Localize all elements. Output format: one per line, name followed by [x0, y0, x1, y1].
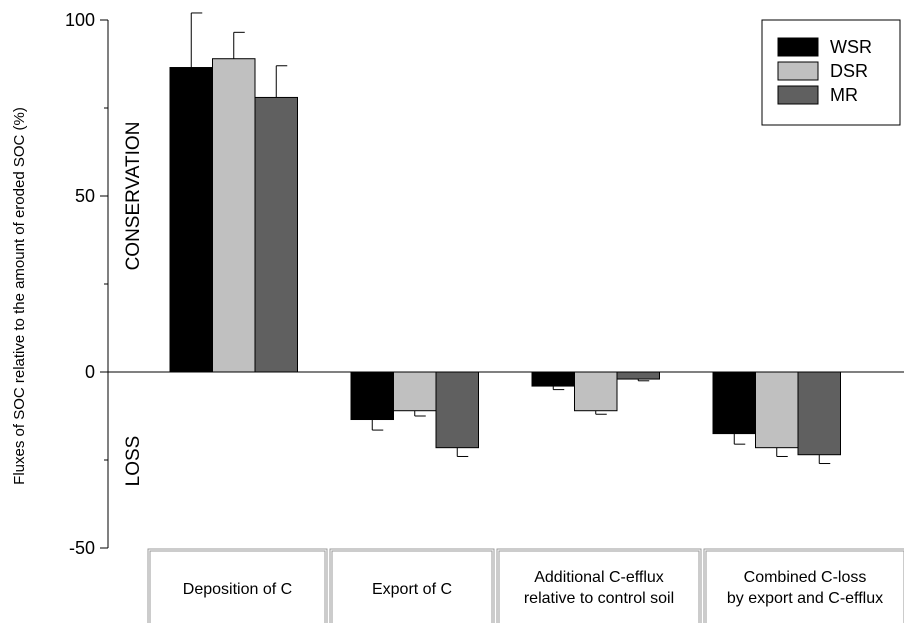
bar-dsr [755, 371, 799, 449]
x-category-label: Combined C-loss [744, 569, 867, 586]
bar-mr [616, 371, 660, 380]
x-category-label: Export of C [372, 581, 452, 598]
category-box [329, 548, 495, 628]
bar-wsr [350, 371, 394, 421]
bar-wsr [531, 371, 575, 387]
bar-dsr [574, 371, 618, 412]
y-tick-label: 0 [85, 362, 95, 382]
bar-dsr [393, 371, 437, 412]
category-box [496, 548, 702, 628]
legend: WSR DSR MR [761, 19, 901, 126]
category-box-inner [498, 550, 700, 628]
category-box-inner [149, 550, 326, 628]
region-label-loss: LOSS [123, 436, 144, 487]
legend-swatch-wsr [777, 37, 819, 57]
bars [169, 58, 841, 456]
bar-wsr [712, 371, 756, 435]
x-category-label: by export and C-efflux [727, 590, 883, 607]
y-tick-label: -50 [69, 538, 95, 558]
bar-mr [435, 371, 479, 449]
region-label-conservation: CONSERVATION [123, 122, 144, 271]
legend-label: DSR [830, 61, 868, 81]
category-label-boxes: Deposition of C Export of C Additional C-e… [147, 548, 904, 628]
legend-swatch-dsr [777, 61, 819, 81]
x-category-label: relative to control soil [524, 590, 674, 607]
y-tick-label: 100 [65, 10, 95, 30]
category-box-inner [705, 550, 904, 628]
bar-mr [797, 371, 841, 456]
legend-label: MR [830, 85, 858, 105]
bar-dsr [212, 58, 256, 373]
legend-swatch-mr [777, 85, 819, 105]
bar-wsr [169, 67, 213, 373]
legend-label: WSR [830, 37, 872, 57]
x-category-label: Deposition of C [183, 581, 292, 598]
x-category-label: Additional C-efflux [534, 569, 664, 586]
y-tick-label: 50 [75, 186, 95, 206]
category-box [147, 548, 328, 628]
category-box [703, 548, 904, 628]
y-axis-title: Fluxes of SOC relative to the amount of … [11, 107, 28, 485]
bar-mr [254, 96, 298, 373]
category-box-inner [331, 550, 493, 628]
error-bars [190, 12, 831, 465]
